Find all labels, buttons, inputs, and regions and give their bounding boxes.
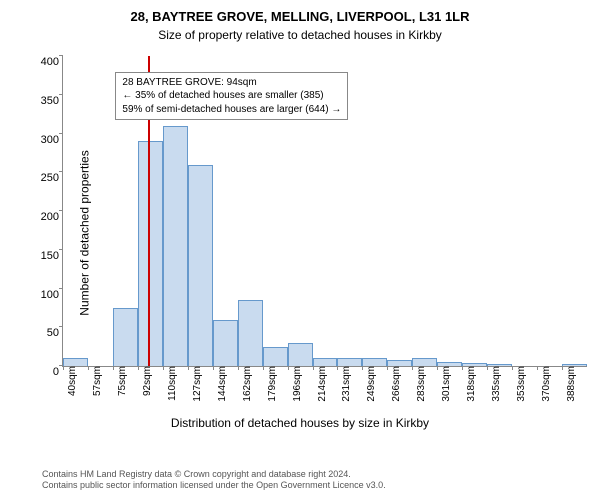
histogram-bar (412, 358, 437, 366)
x-tick-label: 266sqm (387, 366, 402, 402)
y-tick-mark (59, 171, 63, 172)
y-tick-label: 400 (41, 56, 63, 68)
annotation-line: 28 BAYTREE GROVE: 94sqm (122, 76, 341, 90)
x-tick-label: 214sqm (313, 366, 328, 402)
y-tick-mark (59, 288, 63, 289)
x-tick-label: 353sqm (512, 366, 527, 402)
y-tick-mark (59, 210, 63, 211)
x-tick-label: 75sqm (113, 366, 128, 396)
histogram-bar (362, 358, 387, 366)
x-tick-label: 370sqm (537, 366, 552, 402)
footnote-line1: Contains HM Land Registry data © Crown c… (42, 469, 386, 481)
annotation-line: 59% of semi-detached houses are larger (… (122, 103, 341, 117)
y-tick-label: 150 (41, 250, 63, 262)
histogram-bar (313, 358, 338, 366)
x-tick-label: 388sqm (562, 366, 577, 402)
x-tick-label: 318sqm (462, 366, 477, 402)
x-tick-label: 179sqm (263, 366, 278, 402)
footnote: Contains HM Land Registry data © Crown c… (42, 469, 386, 492)
histogram-bar (113, 308, 138, 366)
x-tick-label: 162sqm (238, 366, 253, 402)
chart-subtitle: Size of property relative to detached ho… (0, 26, 600, 42)
x-tick-label: 127sqm (188, 366, 203, 402)
x-tick-label: 301sqm (437, 366, 452, 402)
x-tick-label: 144sqm (213, 366, 228, 402)
x-tick-label: 231sqm (337, 366, 352, 402)
x-tick-label: 335sqm (487, 366, 502, 402)
y-tick-label: 100 (41, 289, 63, 301)
y-tick-mark (59, 133, 63, 134)
y-tick-mark (59, 94, 63, 95)
annotation-line: ← 35% of detached houses are smaller (38… (122, 89, 341, 103)
y-tick-label: 350 (41, 95, 63, 107)
histogram-bar (238, 300, 263, 366)
annotation-box: 28 BAYTREE GROVE: 94sqm← 35% of detached… (115, 72, 348, 121)
chart-container: 28, BAYTREE GROVE, MELLING, LIVERPOOL, L… (0, 0, 600, 500)
histogram-bar (63, 358, 88, 366)
x-tick-label: 40sqm (63, 366, 78, 396)
y-tick-label: 0 (53, 366, 63, 378)
x-tick-label: 283sqm (412, 366, 427, 402)
histogram-bar (288, 343, 313, 366)
plot-area: 05010015020025030035040040sqm57sqm75sqm9… (62, 56, 587, 367)
y-tick-mark (59, 55, 63, 56)
chart-title: 28, BAYTREE GROVE, MELLING, LIVERPOOL, L… (0, 0, 600, 26)
histogram-bar (337, 358, 362, 366)
y-tick-mark (59, 249, 63, 250)
x-tick-label: 196sqm (288, 366, 303, 402)
histogram-bar (213, 320, 238, 367)
y-tick-mark (59, 326, 63, 327)
x-tick-label: 57sqm (88, 366, 103, 396)
histogram-bar (263, 347, 288, 366)
y-tick-label: 200 (41, 211, 63, 223)
x-tick-label: 110sqm (163, 366, 178, 401)
histogram-bar (163, 126, 188, 366)
y-tick-label: 300 (41, 134, 63, 146)
footnote-line2: Contains public sector information licen… (42, 480, 386, 492)
y-tick-label: 250 (41, 172, 63, 184)
x-tick-label: 92sqm (138, 366, 153, 396)
x-axis-title: Distribution of detached houses by size … (0, 416, 600, 430)
y-tick-label: 50 (47, 327, 63, 339)
histogram-bar (188, 165, 213, 367)
x-tick-label: 249sqm (362, 366, 377, 402)
chart-area: Number of detached properties 0501001502… (0, 48, 600, 418)
histogram-bar (138, 141, 163, 366)
